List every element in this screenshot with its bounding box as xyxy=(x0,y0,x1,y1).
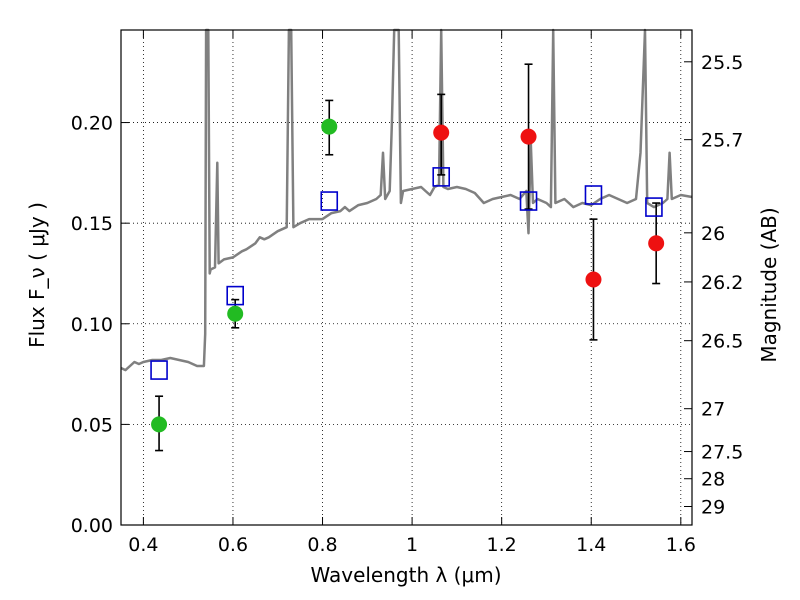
right-tick-label: 26.2 xyxy=(701,272,743,294)
observed-point xyxy=(227,305,244,322)
model-square-marker xyxy=(150,360,168,380)
model-square-marker xyxy=(519,191,538,211)
model-square-marker xyxy=(226,285,244,306)
y-axis-label-left: Flux F_ν ( μJy ) xyxy=(25,202,49,348)
y-tick-label: 0.20 xyxy=(71,113,113,135)
right-tick-label: 28 xyxy=(701,469,725,491)
x-tick-label: 0.8 xyxy=(307,534,337,556)
y-axis-label-right: Magnitude (AB) xyxy=(757,207,781,362)
x-tick-label: 1.6 xyxy=(666,534,696,556)
model-square-marker xyxy=(645,197,663,217)
spectrum-layer xyxy=(120,28,693,372)
right-tick-label: 26 xyxy=(701,223,725,245)
observed-point xyxy=(520,128,537,145)
x-tick-label: 1.2 xyxy=(487,534,517,556)
x-axis-label: Wavelength λ (μm) xyxy=(310,563,501,587)
observed-point xyxy=(648,235,665,252)
right-tick-label: 27.5 xyxy=(701,442,743,464)
tick-layer: 0.4 0.6 0.8 1 1.2 1.4 1.6 0.00 0.05 0.10 0.15 0.20 2… xyxy=(71,30,743,556)
right-tick-label: 26.5 xyxy=(701,331,743,353)
observed-point xyxy=(433,124,450,141)
right-tick-label: 25.5 xyxy=(701,52,743,74)
x-tick-label: 0.4 xyxy=(128,534,158,556)
grid xyxy=(121,30,692,526)
y-tick-label: 0.10 xyxy=(71,314,113,336)
spectrum-line xyxy=(120,28,693,372)
observed-point xyxy=(321,118,338,135)
observed-point xyxy=(151,416,168,433)
model-square-marker xyxy=(432,167,451,187)
right-tick-label: 27 xyxy=(701,399,725,421)
marker-layer xyxy=(150,118,665,433)
model-square-marker xyxy=(320,191,339,211)
y-tick-label: 0.15 xyxy=(71,213,113,235)
observed-point xyxy=(585,271,602,288)
x-tick-label: 0.6 xyxy=(218,534,248,556)
y-tick-label: 0.05 xyxy=(71,414,113,436)
model-square-marker xyxy=(584,185,603,205)
right-tick-label: 29 xyxy=(701,496,725,518)
x-tick-label: 1 xyxy=(406,534,418,556)
x-tick-label: 1.4 xyxy=(576,534,606,556)
right-tick-label: 25.7 xyxy=(701,130,743,152)
plot-frame xyxy=(120,29,693,526)
y-tick-label: 0.00 xyxy=(71,515,113,537)
